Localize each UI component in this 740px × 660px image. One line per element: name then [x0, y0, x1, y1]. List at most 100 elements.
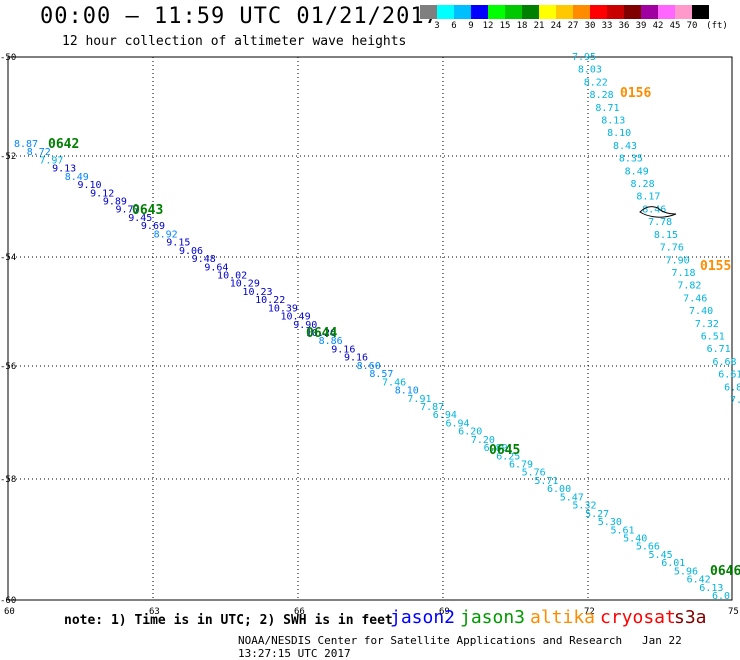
- wave-height-value: 8.72: [27, 147, 51, 158]
- wave-height-value: 7.46: [382, 377, 406, 388]
- legend-swatch: [437, 5, 454, 19]
- wave-height-value: 5.30: [598, 517, 622, 528]
- legend-label: 18: [516, 21, 528, 31]
- wave-height-value: 6.51: [701, 331, 725, 342]
- legend-swatch: [556, 5, 573, 19]
- wave-height-value: 6.68: [712, 357, 736, 368]
- wave-height-value: 10.49: [281, 312, 311, 323]
- legend-swatch: [454, 5, 471, 19]
- wave-height-value: 8.10: [607, 128, 631, 139]
- wave-height-value: 7.95: [572, 52, 596, 63]
- wave-height-value: 6.25: [496, 451, 520, 462]
- wave-height-value: 9.90: [293, 320, 317, 331]
- wave-height-value: 7.32: [695, 319, 719, 330]
- wave-height-value: 10.22: [255, 295, 285, 306]
- wave-height-value: 5.47: [560, 492, 584, 503]
- legend-label: 33: [601, 21, 613, 31]
- wave-height-value: 7.91: [407, 394, 431, 405]
- sat-jason3: jason3: [460, 607, 526, 628]
- legend-label: 9: [468, 21, 474, 31]
- wave-height-value: 6.61: [718, 370, 740, 381]
- wave-height-value: 9.89: [103, 197, 127, 208]
- y-axis-label: -60: [0, 596, 16, 606]
- wave-height-value: 5.96: [674, 566, 698, 577]
- wave-height-value: 9.69: [141, 221, 165, 232]
- credit-text: NOAA/NESDIS Center for Satellite Applica…: [238, 634, 623, 647]
- wave-height-value: 7.97: [39, 155, 63, 166]
- wave-height-value: 6.42: [687, 575, 711, 586]
- wave-height-value: 10.23: [242, 287, 272, 298]
- wave-height-value: 9.48: [192, 254, 216, 265]
- wave-height-value: 6.89: [484, 443, 508, 454]
- wave-height-value: 9.64: [204, 262, 228, 273]
- wave-height-value: 8.03: [578, 65, 602, 76]
- y-axis-label: -58: [0, 475, 16, 485]
- pass-time-label: 0645: [489, 443, 520, 458]
- wave-height-value: 9.16: [331, 344, 355, 355]
- wave-height-value: 8.17: [636, 192, 660, 203]
- wave-height-value: 8.86: [319, 336, 343, 347]
- wave-height-value: 5.32: [572, 501, 596, 512]
- wave-height-value: 7.40: [689, 306, 713, 317]
- wave-height-value: 5.61: [610, 525, 634, 536]
- wave-height-value: 8.28: [590, 90, 614, 101]
- legend-label: 42: [652, 21, 664, 31]
- wave-height-value: 7.90: [666, 255, 690, 266]
- sat-cryosat: cryosat: [600, 607, 676, 628]
- legend-label: 3: [434, 21, 440, 31]
- wave-height-value: 8.46: [642, 204, 666, 215]
- wave-height-value: 9.12: [90, 188, 114, 199]
- wave-height-value: 7.76: [660, 243, 684, 254]
- wave-height-value: 5.40: [623, 533, 647, 544]
- wave-height-value: 8.92: [154, 229, 178, 240]
- legend-label: 6: [451, 21, 457, 31]
- wave-height-value: 9.45: [128, 213, 152, 224]
- legend-label: 27: [567, 21, 579, 31]
- wave-height-value: 9.13: [52, 164, 76, 175]
- legend-label: 36: [618, 21, 630, 31]
- x-axis-label: 75: [728, 607, 739, 617]
- x-axis-label: 66: [294, 607, 305, 617]
- wave-height-value: 8.71: [595, 103, 619, 114]
- pass-time-label: 0155: [700, 259, 731, 274]
- sat-altika: altika: [530, 607, 596, 628]
- wave-height-value: 8.28: [631, 179, 655, 190]
- legend-swatch: [505, 5, 522, 19]
- legend-swatch: [590, 5, 607, 19]
- map-frame: [7, 56, 733, 601]
- wave-height-value: 9.16: [344, 353, 368, 364]
- legend-label: (ft): [706, 21, 728, 31]
- legend-swatch: [641, 5, 658, 19]
- wave-height-value: 6.94: [433, 410, 457, 421]
- legend-label: 39: [635, 21, 647, 31]
- wave-height-value: 7.18: [671, 268, 695, 279]
- y-axis-label: -50: [0, 53, 16, 63]
- legend-label: 24: [550, 21, 562, 31]
- legend-swatch: [624, 5, 641, 19]
- wave-height-value: 8.22: [584, 77, 608, 88]
- wave-height-value: 8.57: [369, 369, 393, 380]
- wave-height-value: 5.76: [522, 468, 546, 479]
- legend-swatch: [471, 5, 488, 19]
- x-axis-label: 60: [4, 607, 15, 617]
- legend-label: 45: [669, 21, 681, 31]
- page-subtitle: 12 hour collection of altimeter wave hei…: [62, 34, 407, 49]
- wave-height-value: 7.87: [420, 402, 444, 413]
- wave-height-value: 6.00: [547, 484, 571, 495]
- legend-label: 30: [584, 21, 596, 31]
- wave-height-value: 5.71: [534, 476, 558, 487]
- wave-height-value: 10.02: [217, 270, 247, 281]
- wave-height-value: 5.27: [585, 509, 609, 520]
- wave-height-value: 7.46: [683, 293, 707, 304]
- wave-height-value: 7.20: [471, 435, 495, 446]
- wave-height-value: 6.94: [445, 418, 469, 429]
- legend-label: 70: [686, 21, 698, 31]
- wave-height-value: 8.10: [395, 386, 419, 397]
- wave-height-value: 9.77: [116, 205, 140, 216]
- pass-time-label: 0642: [48, 137, 79, 152]
- wave-height-value: 6.13: [699, 583, 723, 594]
- wave-height-value: 7.82: [677, 281, 701, 292]
- wave-height-value: 5.66: [636, 542, 660, 553]
- wave-height-value: 6.71: [707, 344, 731, 355]
